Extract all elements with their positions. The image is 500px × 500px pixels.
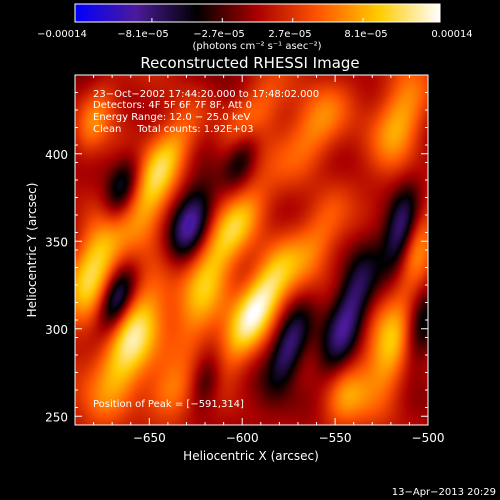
y-tick-label-1: 300 (45, 323, 68, 337)
colorbar-units-label: (photons cm⁻² s⁻¹ asec⁻²) (192, 41, 321, 52)
annotation-peak-position: Position of Peak = [−591,314] (93, 399, 244, 410)
heatmap-image (75, 75, 428, 425)
colorbar-tick-label-5: 0.00014 (431, 29, 472, 40)
colorbar-strip (74, 3, 441, 23)
annotation-time-range: 23−Oct−2002 17:44:20.000 to 17:48:02.000 (93, 89, 319, 100)
x-tick-label-1: −600 (226, 431, 259, 445)
y-axis-label: Heliocentric Y (arcsec) (25, 183, 39, 318)
x-axis-label: Heliocentric X (arcsec) (183, 449, 319, 463)
colorbar: −0.00014 −8.1e−05 −2.7e−05 2.7e−05 8.1e−… (37, 3, 473, 52)
y-tick-label-0: 250 (45, 410, 68, 424)
annotation-energy-range: Energy Range: 12.0 − 25.0 keV (93, 112, 250, 123)
colorbar-tick-label-1: −8.1e−05 (117, 29, 169, 40)
y-tick-label-3: 400 (45, 148, 68, 162)
colorbar-tick-label-3: 2.7e−05 (268, 29, 311, 40)
x-tick-label-0: −650 (133, 431, 166, 445)
x-tick-label-3: −500 (412, 431, 445, 445)
colorbar-tick-label-4: 8.1e−05 (344, 29, 387, 40)
x-tick-label-2: −550 (319, 431, 352, 445)
annotation-detectors: Detectors: 4F 5F 6F 7F 8F, Att 0 (93, 100, 252, 111)
chart-title: Reconstructed RHESSI Image (140, 54, 359, 72)
annotation-clean-counts: Clean Total counts: 1.92E+03 (93, 124, 253, 135)
colorbar-tick-label-2: −2.7e−05 (193, 29, 245, 40)
colorbar-ticks (74, 18, 441, 22)
colorbar-tick-label-0: −0.00014 (37, 29, 87, 40)
plot-area: 23−Oct−2002 17:44:20.000 to 17:48:02.000… (74, 74, 429, 426)
axis-ticks (74, 74, 429, 426)
footer-timestamp: 13−Apr−2013 20:29 (392, 487, 496, 498)
y-tick-label-2: 350 (45, 235, 68, 249)
